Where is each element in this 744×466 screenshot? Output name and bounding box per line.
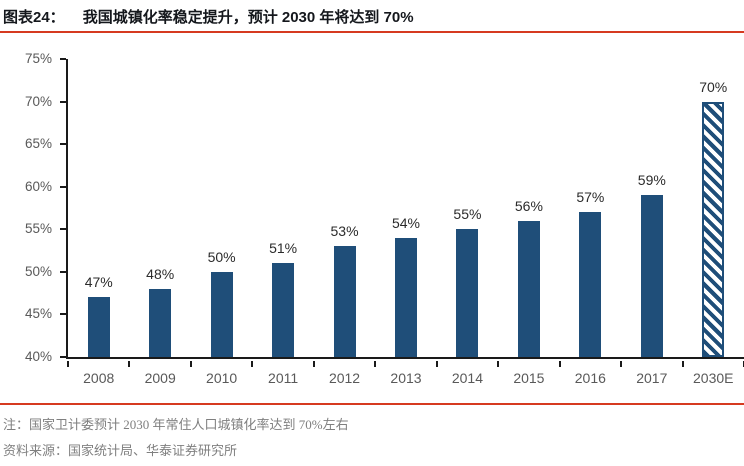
- x-axis-label: 2013: [390, 370, 422, 386]
- figure-number: 图表24：: [3, 9, 65, 26]
- bar-group: 54% 2013: [375, 59, 436, 386]
- x-axis-tick: [128, 361, 131, 367]
- bar: [579, 212, 602, 357]
- bar-group: 48% 2009: [129, 59, 190, 386]
- bar-group: 70% 2030E: [683, 59, 744, 386]
- figure-source: 资料来源：国家统计局、华泰证券研究所: [3, 443, 238, 458]
- x-axis-tick: [620, 361, 623, 367]
- bar-value-label: 51%: [269, 240, 298, 257]
- bar-value-label: 56%: [514, 197, 543, 214]
- x-axis-label: 2014: [451, 370, 484, 386]
- bar-group: 57% 2016: [560, 59, 621, 386]
- x-axis-tick: [435, 361, 438, 367]
- x-axis-label: 2016: [574, 370, 606, 386]
- figure-title: 我国城镇化率稳定提升，预计 2030 年将达到 70%: [82, 9, 414, 26]
- x-axis-label: 2009: [144, 370, 176, 386]
- y-axis-tick-label: 60%: [24, 178, 52, 194]
- y-axis-tick: [60, 228, 66, 231]
- x-axis-tick: [67, 361, 69, 367]
- bar-group: 47% 2008: [68, 59, 129, 386]
- bar-value-label: 54%: [391, 214, 420, 231]
- x-axis-label: 2011: [268, 370, 299, 386]
- y-axis-tick-label: 50%: [24, 263, 52, 279]
- bar-value-label: 53%: [330, 223, 359, 240]
- bar: [456, 229, 479, 357]
- x-axis-label: 2008: [83, 370, 115, 386]
- y-axis-tick-label: 55%: [24, 221, 52, 237]
- x-axis-tick: [497, 361, 500, 367]
- bar-value-label: 55%: [453, 206, 482, 223]
- y-axis-tick-label: 45%: [24, 306, 52, 322]
- x-axis-label: 2017: [636, 370, 668, 386]
- bar: [272, 263, 295, 357]
- bar: [87, 297, 110, 357]
- x-axis-label: 2015: [513, 370, 545, 386]
- x-axis-tick: [251, 361, 254, 367]
- bar: [394, 237, 417, 357]
- x-axis-tick: [374, 361, 377, 367]
- bar-group: 59% 2017: [621, 59, 682, 386]
- y-axis-tick: [60, 270, 66, 273]
- x-axis-tick: [558, 361, 561, 367]
- bar: [333, 246, 356, 357]
- bar-hatched-forecast: [702, 101, 725, 357]
- bar-group: 51% 2011: [252, 59, 313, 386]
- x-axis-label: 2030E: [693, 370, 734, 386]
- bar-value-label: 70%: [699, 78, 728, 95]
- y-axis-tick: [60, 143, 66, 146]
- bar-group: 53% 2012: [314, 59, 375, 386]
- y-axis-tick-label: 70%: [24, 93, 52, 109]
- bar: [517, 220, 540, 357]
- y-axis-tick: [60, 100, 66, 103]
- bar-chart-plot-area: 40% 45% 50% 55% 60% 65% 70% 75% 47% 2008 48% 2009 50…: [25, 51, 744, 386]
- x-axis-tick: [681, 361, 684, 367]
- bar-value-label: 59%: [637, 172, 666, 189]
- bar-value-label: 47%: [84, 274, 113, 291]
- x-axis-tick: [189, 361, 192, 367]
- x-axis-label: 2010: [206, 370, 238, 386]
- bar: [210, 271, 233, 357]
- figure-header: 图表24： 我国城镇化率稳定提升，预计 2030 年将达到 70%: [3, 6, 414, 27]
- y-axis-tick-label: 40%: [24, 349, 52, 364]
- footer-divider: [0, 403, 744, 405]
- y-axis-tick: [60, 356, 66, 358]
- figure-note: 注：国家卫计委预计 2030 年常住人口城镇化率达到 70%左右: [3, 417, 349, 432]
- bar: [640, 195, 663, 357]
- y-axis-tick-label: 65%: [24, 136, 52, 152]
- y-axis-tick: [60, 313, 66, 316]
- y-axis-tick: [60, 185, 66, 188]
- bar-value-label: 57%: [576, 189, 605, 206]
- x-axis-label: 2012: [328, 370, 361, 386]
- y-axis-tick: [60, 58, 66, 60]
- title-underline: [0, 31, 744, 33]
- bar: [149, 288, 172, 357]
- bar-group: 50% 2010: [191, 59, 252, 386]
- bar-group: 55% 2014: [437, 59, 498, 386]
- y-axis-tick-label: 75%: [24, 51, 52, 66]
- bar-group: 56% 2015: [498, 59, 559, 386]
- bar-value-label: 48%: [146, 265, 175, 282]
- x-axis-tick: [312, 361, 315, 367]
- bar-value-label: 50%: [207, 248, 236, 265]
